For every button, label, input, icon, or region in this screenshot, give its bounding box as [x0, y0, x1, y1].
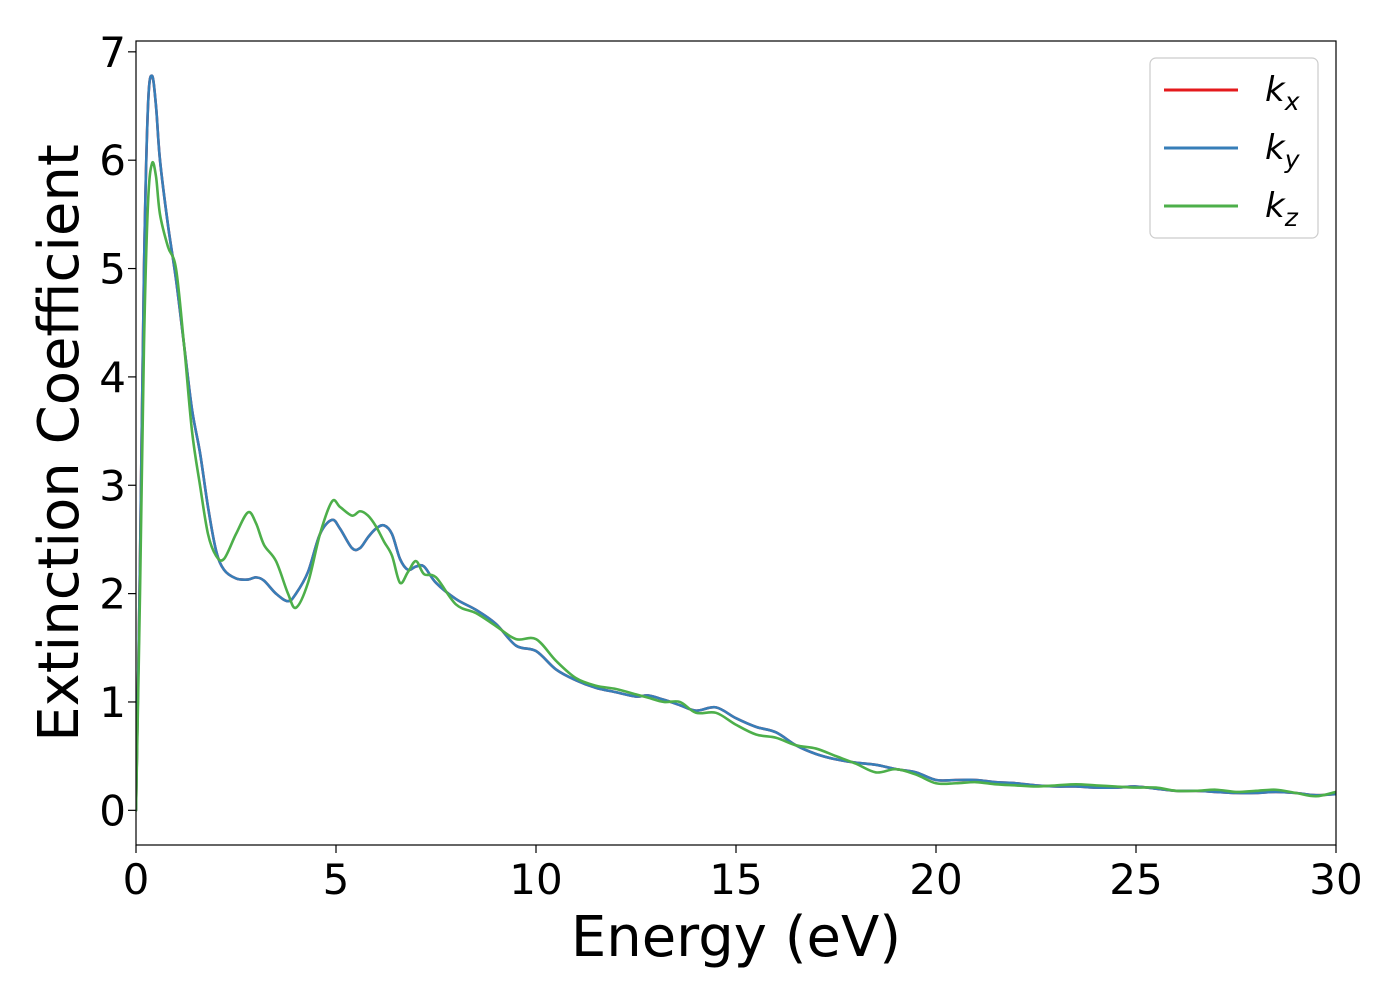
- x-tick-label: 5: [323, 855, 350, 904]
- x-tick-label: 25: [1109, 855, 1162, 904]
- y-tick-label: 3: [99, 461, 126, 510]
- y-tick-label: 5: [99, 245, 126, 294]
- y-tick-label: 1: [99, 678, 126, 727]
- y-tick-label: 4: [99, 353, 126, 402]
- series-layer: [136, 74, 1336, 812]
- x-tick-label: 10: [509, 855, 562, 904]
- x-tick-label: 0: [123, 855, 150, 904]
- y-axis-label: Extinction Coefficient: [27, 144, 92, 742]
- x-axis: 0 5 10 15 20 25 30: [123, 845, 1363, 904]
- y-axis: 0 1 2 3 4 5 6 7: [99, 28, 136, 835]
- plot-background: [136, 41, 1336, 845]
- x-tick-label: 15: [709, 855, 762, 904]
- x-axis-label: Energy (eV): [571, 905, 901, 970]
- x-tick-label: 20: [909, 855, 962, 904]
- y-tick-label: 2: [99, 570, 126, 619]
- legend-label-ky: ky: [1265, 128, 1301, 174]
- series-lines: [136, 74, 1336, 812]
- y-tick-label: 0: [99, 786, 126, 835]
- y-tick-label: 6: [99, 136, 126, 185]
- y-tick-label: 7: [99, 28, 126, 77]
- series-line-kz: [136, 161, 1336, 812]
- x-tick-label: 30: [1309, 855, 1362, 904]
